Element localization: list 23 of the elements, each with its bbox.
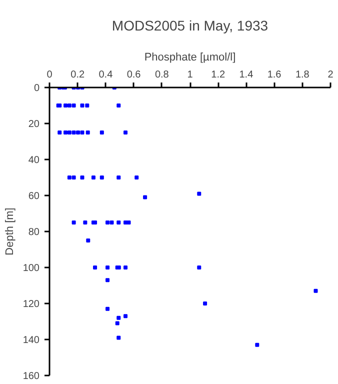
y-tick-label: 160 (22, 371, 40, 382)
x-tick-label: 0.2 (70, 70, 85, 80)
x-tick-label: 1.8 (295, 70, 310, 80)
x-tick-label: 0.6 (126, 70, 142, 80)
y-tick-label: 140 (22, 335, 40, 346)
y-tick-label: 80 (28, 227, 40, 238)
x-tick-label: 1.4 (239, 70, 254, 80)
x-tick-label: 1 (187, 70, 194, 80)
x-tick-label: 1.2 (211, 70, 226, 80)
x-tick-label: 0.4 (98, 70, 114, 80)
y-axis-title: Depth [m] (4, 208, 16, 256)
x-tick-label: 2 (328, 70, 334, 80)
x-tick-label: 0 (46, 70, 53, 80)
y-tick-label: 120 (22, 299, 40, 310)
y-tick-label: 100 (22, 263, 40, 274)
x-axis-title: Phosphate [µmol/l] (144, 52, 236, 64)
x-tick-label: 0.8 (154, 70, 170, 80)
y-tick-label: 0 (34, 83, 40, 94)
y-tick-label: 20 (28, 119, 40, 130)
y-tick-label: 60 (28, 191, 40, 202)
y-tick-label: 40 (28, 155, 40, 166)
x-tick-label: 1.6 (267, 70, 282, 80)
chart-title: MODS2005 in May, 1933 (112, 18, 268, 34)
